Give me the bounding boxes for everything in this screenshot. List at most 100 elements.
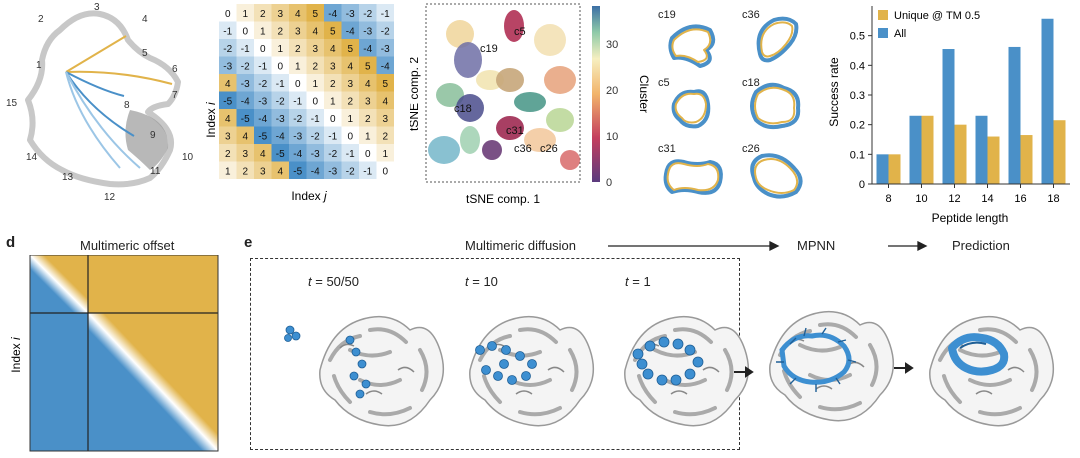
matrix-cell [306, 91, 324, 109]
matrix-cell [341, 109, 359, 127]
node-number: 7 [172, 90, 178, 101]
matrix-cell [359, 144, 377, 162]
node-number: 14 [26, 152, 38, 163]
structure-label: c5 [658, 77, 670, 89]
matrix-cell [271, 4, 289, 22]
matrix-cell-value: -1 [328, 131, 337, 142]
header-mpnn: MPNN [797, 238, 836, 253]
step-label-50: t = 50/50 [308, 274, 359, 289]
matrix-cell-value: 2 [330, 79, 336, 90]
matrix-cell-value: 5 [365, 61, 371, 72]
tsne-plot: tSNE comp. 2 c5 c19 c18 c31 c36 c26 tSNE… [410, 3, 650, 206]
matrix-cell-value: 1 [277, 44, 283, 55]
matrix-cell [289, 126, 307, 144]
matrix-cell-value: -1 [293, 96, 302, 107]
matrix-cell-value: 3 [312, 44, 318, 55]
arrowhead-to-mpnn [769, 240, 780, 252]
bar-unique-12 [954, 124, 967, 184]
matrix-cell [219, 39, 237, 57]
chart-ylabel: Success rate [827, 57, 841, 127]
matrix-cell-value: 2 [312, 61, 318, 72]
matrix-cell [236, 56, 254, 74]
matrix-cell [254, 91, 272, 109]
step-arrow-2 [894, 362, 914, 374]
matrix-cell-value: -4 [363, 44, 372, 55]
y-tick-label: 0.1 [850, 149, 865, 161]
matrix-cell [341, 21, 359, 39]
protein-mpnn [767, 309, 896, 423]
matrix-cell-value: 3 [330, 61, 336, 72]
matrix-cell [219, 109, 237, 127]
matrix-cell-value: 5 [347, 44, 353, 55]
matrix-cell [376, 4, 394, 22]
matrix-cell-value: -5 [276, 149, 285, 160]
matrix-cell-value: 4 [277, 166, 283, 177]
tsne-xlabel: tSNE comp. 1 [466, 192, 540, 206]
matrix-cell [341, 39, 359, 57]
matrix-cell-value: 2 [347, 96, 353, 107]
matrix-cell-value: 2 [365, 114, 371, 125]
matrix-cell [254, 4, 272, 22]
x-tick-label: 8 [885, 193, 891, 205]
chart-xlabel: Peptide length [932, 211, 1009, 225]
matrix-cell [236, 74, 254, 92]
matrix-cell-value: 1 [365, 131, 371, 142]
matrix-cell-value: 4 [225, 114, 231, 125]
matrix-cell [271, 91, 289, 109]
matrix-cell [324, 91, 342, 109]
matrix-cell-value: -1 [258, 61, 267, 72]
node-number: 15 [6, 98, 18, 109]
cluster-label: c26 [540, 143, 558, 155]
matrix-cell [306, 21, 324, 39]
matrix-cell [289, 91, 307, 109]
matrix-cell-value: 4 [382, 96, 388, 107]
matrix-cell [376, 144, 394, 162]
matrix-cell-value: 2 [277, 26, 283, 37]
matrix-cell-value: -1 [363, 166, 372, 177]
matrix-cell [359, 4, 377, 22]
y-axis-ticks: 0 0.1 0.2 0.3 0.4 0.5 [850, 31, 872, 191]
matrix-cell-value: 5 [312, 9, 318, 20]
matrix-cell [359, 21, 377, 39]
structure-c31 [663, 159, 723, 195]
matrix-cell-value: 3 [382, 114, 388, 125]
matrix-cell [306, 4, 324, 22]
matrix-cell-value: -3 [258, 96, 267, 107]
matrix-cell-value: -5 [241, 114, 250, 125]
bar-all-14 [975, 115, 988, 184]
matrix-cell-value: -1 [241, 44, 250, 55]
matrix-cell-value: 1 [312, 79, 318, 90]
matrix-cell-value: -3 [381, 44, 390, 55]
peptide-backbone [25, 10, 181, 188]
matrix-cell-value: -2 [276, 96, 285, 107]
matrix-cell [306, 126, 324, 144]
node-number: 12 [104, 192, 116, 203]
matrix-cell [254, 144, 272, 162]
cluster-label: c19 [480, 43, 498, 55]
matrix-cell [306, 144, 324, 162]
matrix-cell-value: -1 [346, 149, 355, 160]
colorbar-ticks: 30 20 10 0 [606, 39, 618, 189]
x-axis-ticks: 8 10 12 14 16 18 [885, 184, 1060, 205]
matrix-cell-value: -1 [276, 79, 285, 90]
matrix-cell-value: 0 [277, 61, 283, 72]
matrix-cell [359, 126, 377, 144]
matrix-cell [359, 91, 377, 109]
tsne-frame [425, 3, 581, 183]
bar-all-16 [1008, 46, 1021, 184]
y-tick-label: 0.3 [850, 90, 865, 102]
x-tick-label: 18 [1047, 193, 1059, 205]
matrix-cell-value: 0 [242, 26, 248, 37]
structure-c26 [750, 153, 803, 199]
matrix-cell-value: -3 [328, 166, 337, 177]
matrix-cell-value: -2 [381, 26, 390, 37]
bar-all-8 [876, 154, 889, 184]
block-top-right [88, 255, 218, 313]
matrix-cell [289, 161, 307, 179]
matrix-cell [341, 91, 359, 109]
bar-unique-14 [987, 136, 1000, 184]
colorbar-tick: 10 [606, 131, 618, 143]
y-tick-label: 0.2 [850, 120, 865, 132]
matrix-cell [324, 144, 342, 162]
matrix-cell [271, 39, 289, 57]
